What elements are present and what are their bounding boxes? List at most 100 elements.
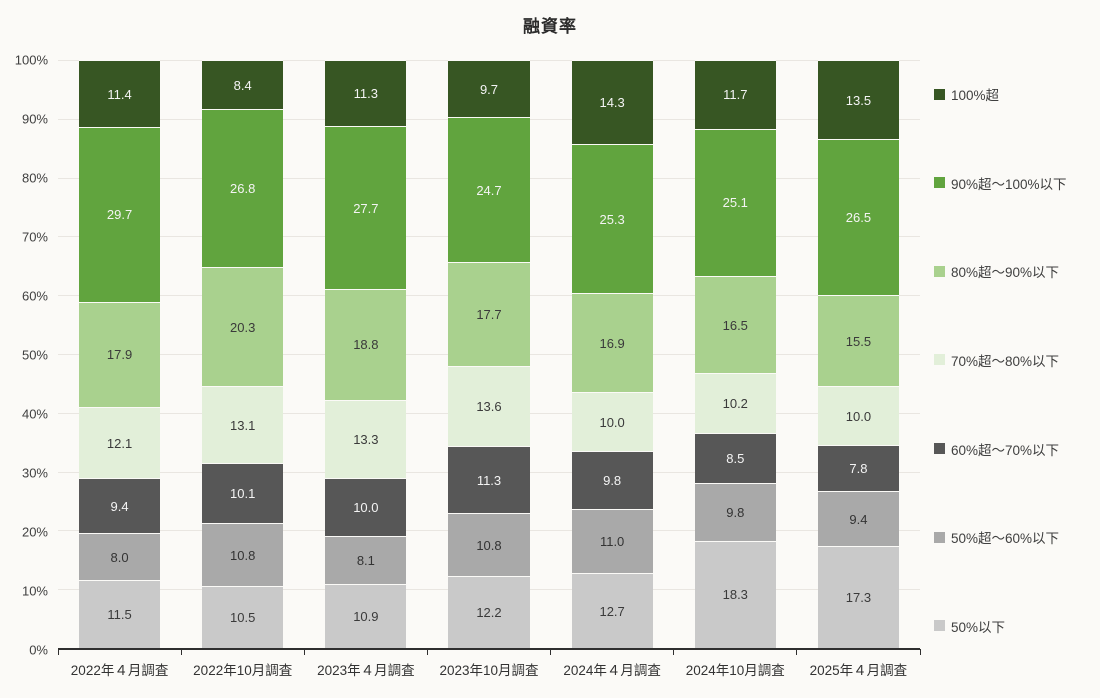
segment-value-label: 10.8 — [230, 547, 256, 563]
segment-value-label: 11.7 — [723, 87, 748, 103]
legend-label: 80%超～90%以下 — [951, 265, 1060, 281]
legend-label: 50%超～60%以下 — [951, 531, 1060, 547]
chart-title: 融資率 — [523, 17, 577, 36]
bar-segment: 26.8 — [202, 109, 284, 268]
segment-value-label: 10.0 — [353, 500, 379, 516]
x-axis-tick — [303, 649, 305, 655]
segment-value-label: 9.8 — [603, 472, 622, 488]
bar-segment: 13.3 — [325, 399, 407, 478]
segment-value-label: 10.2 — [722, 396, 748, 412]
segment-value-label: 26.5 — [845, 210, 872, 226]
x-category-label: 2022年10月調査 — [193, 663, 293, 678]
segment-value-label: 15.5 — [845, 333, 872, 349]
stacked-bar: 11.5 8.0 9.4 12.1 17.9 29.7 11.4 — [78, 60, 161, 648]
segment-value-label: 12.7 — [599, 603, 625, 619]
segment-value-label: 7.8 — [849, 461, 868, 477]
x-axis: 2022年４月調査 2022年10月調査 2023年４月調査 2023年10月調査 20… — [57, 649, 921, 696]
bar-segment: 8.1 — [325, 536, 407, 584]
segment-value-label: 13.5 — [845, 92, 872, 108]
legend-item: 60%超～70%以下 — [934, 439, 1100, 459]
bar-slot: 12.7 11.0 9.8 10.0 16.9 25.3 14.3 — [551, 60, 674, 648]
x-axis-tick — [673, 649, 675, 655]
bar-segment: 10.0 — [325, 477, 407, 537]
bar-segment: 13.5 — [817, 60, 900, 140]
bar-segment: 29.7 — [78, 127, 161, 302]
x-category-label: 2023年４月調査 — [317, 663, 415, 678]
bar-segment: 26.5 — [817, 139, 900, 296]
legend-swatch — [934, 531, 945, 543]
bar-segment: 10.8 — [202, 522, 284, 587]
bar-segment: 18.8 — [325, 289, 407, 400]
bar-segment: 8.0 — [78, 533, 161, 581]
y-tick-label: 70% — [21, 229, 48, 245]
segment-value-label: 26.8 — [230, 181, 256, 197]
x-axis-tick — [550, 649, 552, 655]
bar-segment: 9.7 — [448, 60, 530, 118]
segment-value-label: 12.1 — [106, 435, 133, 451]
segment-value-label: 9.4 — [849, 511, 868, 527]
segment-value-label: 13.6 — [476, 399, 502, 415]
bar-segment: 11.7 — [694, 60, 776, 129]
segment-value-label: 9.8 — [726, 504, 745, 520]
bar-segment: 17.9 — [78, 301, 161, 407]
legend: 100%超 90%超～100%以下 80%超～90%以下 70%超～80%以下 60%超… — [920, 60, 1100, 650]
bar-segment: 11.0 — [571, 508, 653, 574]
segment-value-label: 16.5 — [722, 317, 748, 333]
x-axis-tick — [180, 649, 182, 655]
x-axis-tick — [57, 649, 59, 655]
stacked-bar: 17.3 9.4 7.8 10.0 15.5 26.5 13.5 — [817, 60, 900, 648]
bar-segment: 11.4 — [78, 60, 161, 128]
legend-swatch — [934, 177, 945, 189]
bar-segment: 18.3 — [694, 540, 776, 648]
x-axis-tick — [796, 649, 798, 655]
bar-segment: 27.7 — [325, 126, 407, 290]
x-category-label: 2022年４月調査 — [70, 663, 169, 678]
bar-slot: 17.3 9.4 7.8 10.0 15.5 26.5 13.5 — [797, 60, 920, 648]
segment-value-label: 29.7 — [106, 207, 133, 223]
bar-segment: 8.4 — [202, 60, 284, 110]
segment-value-label: 12.2 — [476, 605, 502, 621]
segment-value-label: 11.0 — [599, 533, 625, 549]
segment-value-label: 9.7 — [479, 81, 499, 97]
y-tick-label: 60% — [21, 288, 48, 304]
x-category-label: 2025年４月調査 — [809, 663, 908, 678]
bar-slot: 10.9 8.1 10.0 13.3 18.8 27.7 11.3 — [304, 60, 427, 648]
segment-value-label: 11.3 — [353, 86, 379, 102]
bar-segment: 10.9 — [325, 583, 407, 648]
y-tick-label: 10% — [21, 583, 48, 599]
bar-segment: 9.4 — [78, 478, 161, 534]
legend-item: 100%超 — [934, 84, 1100, 104]
bar-slot: 18.3 9.8 8.5 10.2 16.5 25.1 11.7 — [674, 60, 797, 648]
segment-value-label: 17.7 — [476, 307, 502, 323]
bar-segment: 13.6 — [448, 366, 530, 447]
stacked-bar: 10.5 10.8 10.1 13.1 20.3 26.8 8.4 — [202, 60, 284, 648]
segment-value-label: 10.1 — [230, 486, 256, 502]
segment-value-label: 27.7 — [353, 200, 379, 216]
segment-value-label: 17.9 — [106, 347, 133, 363]
bar-segment: 12.7 — [571, 573, 653, 648]
bar-segment: 11.5 — [78, 580, 161, 648]
bar-segment: 15.5 — [817, 295, 900, 387]
bar-segment: 9.4 — [817, 491, 900, 547]
bar-segment: 7.8 — [817, 445, 900, 492]
legend-swatch — [934, 443, 945, 455]
bar-segment: 12.1 — [78, 406, 161, 479]
segment-value-label: 10.9 — [353, 608, 379, 624]
stacked-bar: 12.2 10.8 11.3 13.6 17.7 24.7 9.7 — [448, 60, 530, 648]
segment-value-label: 8.1 — [356, 553, 375, 569]
bar-segment: 10.1 — [202, 463, 284, 523]
legend-swatch — [934, 265, 945, 277]
bar-segment: 10.0 — [817, 386, 900, 446]
legend-item: 70%超～80%以下 — [934, 350, 1100, 370]
segment-value-label: 8.5 — [726, 450, 745, 466]
legend-swatch — [934, 354, 945, 366]
segment-value-label: 10.0 — [845, 408, 872, 424]
bar-slot: 12.2 10.8 11.3 13.6 17.7 24.7 9.7 — [427, 60, 550, 648]
x-category-label: 2023年10月調査 — [439, 663, 539, 678]
legend-label: 50%以下 — [951, 619, 1006, 635]
y-tick-label: 100% — [14, 52, 48, 68]
bar-segment: 11.3 — [448, 446, 530, 513]
x-axis-tick — [919, 649, 921, 655]
y-axis: 0% 10% 20% 30% 40% 50% 60% 70% 80% 90% 100% — [0, 54, 58, 657]
bar-segment: 10.2 — [694, 373, 776, 434]
